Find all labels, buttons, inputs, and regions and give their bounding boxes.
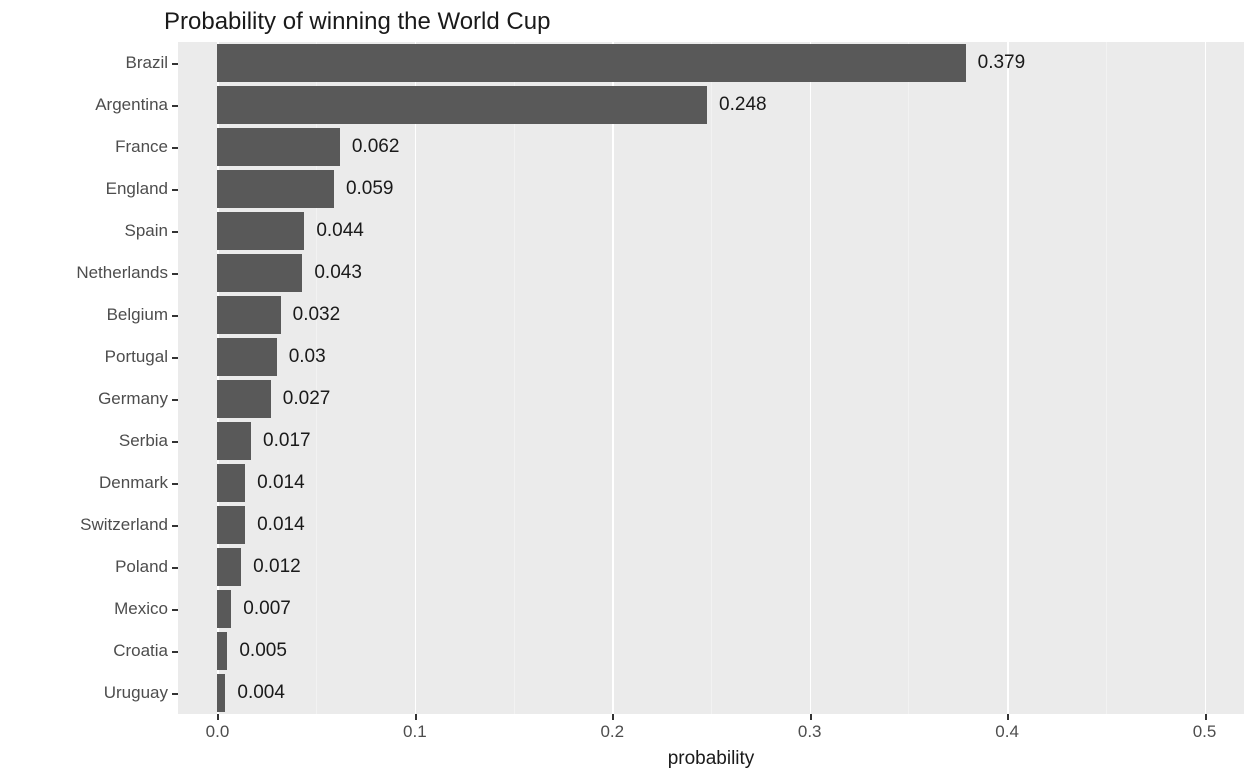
y-tick-label: Denmark [99, 473, 168, 493]
bar [217, 380, 270, 418]
y-tick-mark [172, 189, 178, 191]
x-tick-label: 0.4 [995, 722, 1019, 742]
y-tick-label: Brazil [125, 53, 168, 73]
bar [217, 296, 280, 334]
bar-value-label: 0.044 [316, 220, 364, 242]
x-tick-label: 0.2 [600, 722, 624, 742]
bar [217, 674, 225, 712]
bar [217, 632, 227, 670]
y-tick-label: Switzerland [80, 515, 168, 535]
bar-row: 0.032 [178, 296, 1244, 334]
bar-value-label: 0.379 [978, 52, 1026, 74]
bar [217, 212, 304, 250]
world-cup-chart: Probability of winning the World Cup 0.3… [0, 0, 1256, 774]
y-tick-label: Germany [98, 389, 168, 409]
bar-value-label: 0.012 [253, 556, 301, 578]
x-tick-label: 0.1 [403, 722, 427, 742]
bar [217, 464, 245, 502]
bar-value-label: 0.03 [289, 346, 326, 368]
bar [217, 338, 276, 376]
y-tick-label: Netherlands [76, 263, 168, 283]
x-axis-title: probability [668, 748, 755, 770]
bar-value-label: 0.005 [239, 640, 287, 662]
x-tick-mark [217, 714, 219, 720]
x-tick-mark [1205, 714, 1207, 720]
bar-row: 0.044 [178, 212, 1244, 250]
y-tick-mark [172, 315, 178, 317]
y-tick-mark [172, 567, 178, 569]
y-tick-mark [172, 273, 178, 275]
x-tick-mark [810, 714, 812, 720]
y-tick-label: England [106, 179, 168, 199]
bar [217, 590, 231, 628]
x-tick-mark [1007, 714, 1009, 720]
bar-value-label: 0.027 [283, 388, 331, 410]
y-tick-label: Poland [115, 557, 168, 577]
bar-row: 0.017 [178, 422, 1244, 460]
bar [217, 422, 251, 460]
y-tick-mark [172, 357, 178, 359]
y-tick-mark [172, 693, 178, 695]
bar [217, 128, 339, 166]
x-tick-label: 0.3 [798, 722, 822, 742]
y-tick-mark [172, 525, 178, 527]
bar-value-label: 0.043 [314, 262, 362, 284]
y-tick-label: Mexico [114, 599, 168, 619]
bar [217, 506, 245, 544]
bar-row: 0.248 [178, 86, 1244, 124]
y-tick-mark [172, 399, 178, 401]
bar-row: 0.004 [178, 674, 1244, 712]
bar-row: 0.027 [178, 380, 1244, 418]
bar-row: 0.379 [178, 44, 1244, 82]
y-tick-mark [172, 483, 178, 485]
y-tick-label: Spain [125, 221, 168, 241]
plot-area: 0.379 0.248 0.062 0.059 0.044 0.043 0.032 0.03 0… [178, 42, 1244, 714]
bar-value-label: 0.004 [237, 682, 285, 704]
y-tick-label: Belgium [107, 305, 168, 325]
bar-value-label: 0.017 [263, 430, 311, 452]
bar [217, 170, 333, 208]
y-tick-label: Portugal [105, 347, 168, 367]
y-tick-mark [172, 105, 178, 107]
bar-row: 0.014 [178, 506, 1244, 544]
y-tick-label: Serbia [119, 431, 168, 451]
x-tick-label: 0.0 [206, 722, 230, 742]
y-tick-mark [172, 147, 178, 149]
x-tick-label: 0.5 [1193, 722, 1217, 742]
x-tick-mark [415, 714, 417, 720]
bar-value-label: 0.059 [346, 178, 394, 200]
y-tick-mark [172, 651, 178, 653]
bar-row: 0.043 [178, 254, 1244, 292]
y-tick-mark [172, 231, 178, 233]
bar [217, 548, 241, 586]
y-tick-label: France [115, 137, 168, 157]
bar-value-label: 0.014 [257, 514, 305, 536]
bar [217, 254, 302, 292]
y-tick-label: Argentina [95, 95, 168, 115]
bar-row: 0.005 [178, 632, 1244, 670]
chart-title: Probability of winning the World Cup [164, 8, 550, 36]
bar-row: 0.03 [178, 338, 1244, 376]
bar-row: 0.007 [178, 590, 1244, 628]
bar-row: 0.059 [178, 170, 1244, 208]
bar-row: 0.014 [178, 464, 1244, 502]
y-tick-label: Croatia [113, 641, 168, 661]
bar-value-label: 0.032 [293, 304, 341, 326]
bar-value-label: 0.248 [719, 94, 767, 116]
bar-value-label: 0.007 [243, 598, 291, 620]
bar-value-label: 0.062 [352, 136, 400, 158]
y-tick-mark [172, 609, 178, 611]
bar-row: 0.062 [178, 128, 1244, 166]
bar-row: 0.012 [178, 548, 1244, 586]
y-tick-mark [172, 441, 178, 443]
y-tick-mark [172, 63, 178, 65]
bar-value-label: 0.014 [257, 472, 305, 494]
x-tick-mark [612, 714, 614, 720]
bar [217, 44, 965, 82]
y-tick-label: Uruguay [104, 683, 168, 703]
bar [217, 86, 707, 124]
